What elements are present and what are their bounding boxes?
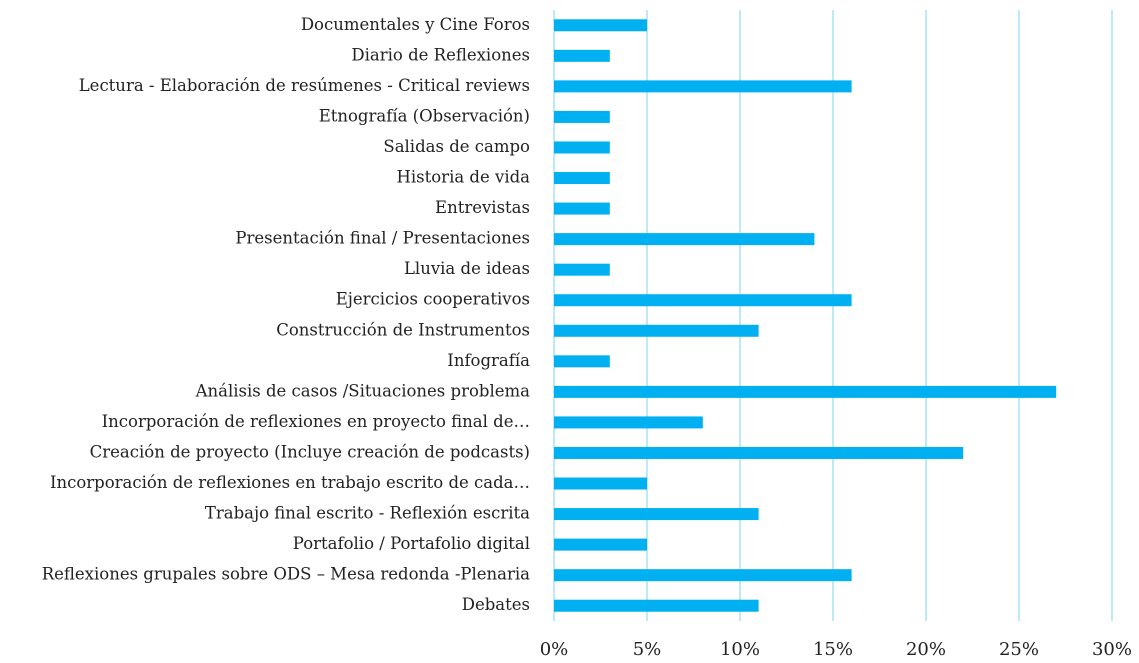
bar — [554, 110, 610, 123]
bar — [554, 263, 610, 276]
y-tick-label: Construcción de Instrumentos — [276, 320, 530, 339]
x-tick-label: 25% — [999, 639, 1039, 660]
bar — [554, 508, 759, 521]
bar — [554, 19, 647, 32]
y-tick-label: Salidas de campo — [383, 137, 530, 156]
y-tick-label: Etnografía (Observación) — [319, 106, 530, 125]
bar — [554, 49, 610, 62]
bar — [554, 324, 759, 337]
y-tick-label: Creación de proyecto (Incluye creación d… — [90, 442, 530, 461]
x-tick-label: 10% — [720, 639, 760, 660]
y-tick-label: Documentales y Cine Foros — [301, 15, 530, 34]
bar — [554, 599, 759, 612]
y-tick-label: Incorporación de reflexiones en proyecto… — [102, 412, 530, 431]
bar — [554, 477, 647, 490]
y-tick-label: Presentación final / Presentaciones — [235, 229, 530, 248]
bar — [554, 294, 852, 307]
y-tick-label: Ejercicios cooperativos — [336, 290, 530, 309]
bar — [554, 569, 852, 582]
bar — [554, 355, 610, 368]
y-tick-label: Trabajo final escrito - Reflexión escrit… — [205, 504, 530, 523]
y-tick-label: Entrevistas — [435, 198, 530, 217]
bar — [554, 446, 964, 459]
y-tick-label: Reflexiones grupales sobre ODS – Mesa re… — [42, 565, 530, 584]
bar — [554, 538, 647, 551]
y-tick-label: Diario de Reflexiones — [351, 45, 530, 64]
y-tick-label: Lectura - Elaboración de resúmenes - Cri… — [79, 76, 530, 95]
y-tick-label: Incorporación de reflexiones en trabajo … — [50, 473, 530, 492]
y-tick-label: Debates — [462, 595, 530, 614]
bar — [554, 233, 815, 246]
bar — [554, 141, 610, 154]
bar — [554, 80, 852, 93]
y-tick-label: Portafolio / Portafolio digital — [293, 534, 530, 553]
x-tick-label: 30% — [1092, 639, 1132, 660]
y-tick-label: Historia de vida — [396, 168, 530, 187]
bar — [554, 202, 610, 215]
bar — [554, 172, 610, 185]
bar — [554, 385, 1057, 398]
x-tick-label: 5% — [633, 639, 662, 660]
y-tick-label: Análisis de casos /Situaciones problema — [195, 381, 531, 400]
bar — [554, 416, 703, 429]
y-tick-label: Infografía — [447, 351, 530, 370]
y-tick-label: Lluvia de ideas — [404, 259, 530, 278]
x-tick-label: 20% — [906, 639, 946, 660]
x-tick-label: 0% — [540, 639, 569, 660]
x-tick-label: 15% — [813, 639, 853, 660]
